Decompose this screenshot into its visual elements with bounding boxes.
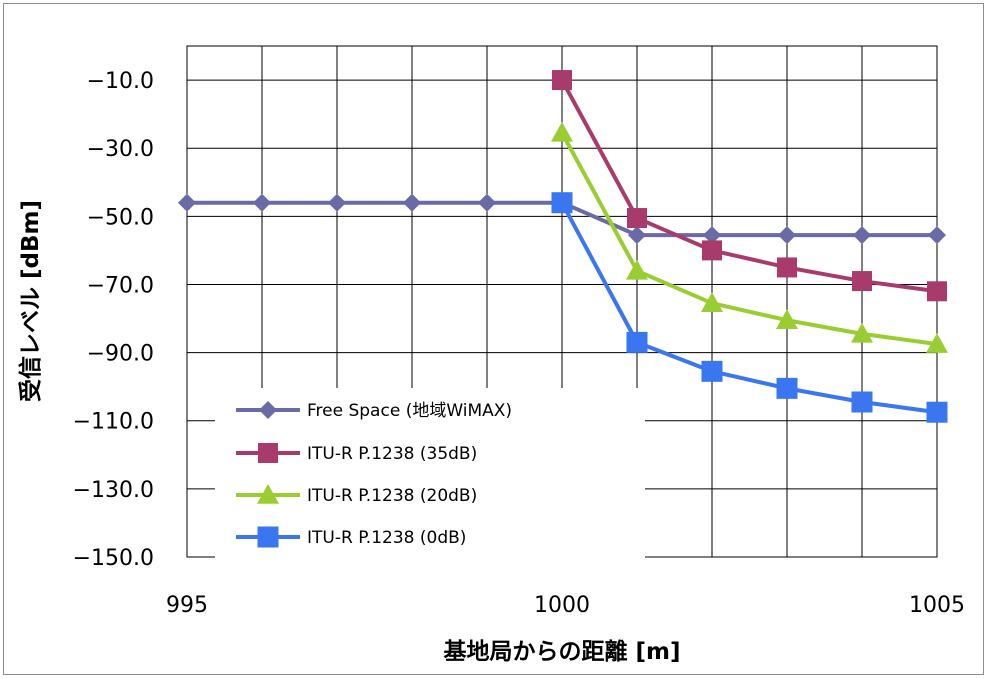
- y-tick-label: −110.0: [73, 410, 154, 435]
- data-point-square: [551, 192, 573, 214]
- data-point-diamond: [178, 193, 196, 212]
- data-point-diamond: [328, 193, 346, 212]
- legend-item: ITU-R P.1238 (20dB): [236, 484, 477, 506]
- data-point-square: [926, 401, 948, 423]
- y-tick-label: −90.0: [87, 342, 154, 367]
- data-point-triangle: [776, 309, 798, 330]
- data-point-diamond: [703, 226, 721, 245]
- legend-label: ITU-R P.1238 (35dB): [307, 444, 477, 464]
- data-point-square: [851, 391, 873, 413]
- data-point-square: [257, 526, 279, 548]
- x-tick-labels: 995 1000 1005: [166, 593, 965, 618]
- y-axis-title: 受信レベル [dBm]: [17, 200, 44, 402]
- legend-box: [215, 388, 645, 558]
- data-point-diamond: [403, 193, 421, 212]
- series: [552, 70, 947, 302]
- series-line: [560, 131, 938, 347]
- data-point-diamond: [853, 226, 871, 245]
- legend-item: ITU-R P.1238 (0dB): [236, 526, 466, 548]
- y-tick-label: −130.0: [73, 478, 154, 503]
- series: [551, 121, 948, 353]
- y-tick-labels: −10.0 −30.0 −50.0 −70.0 −90.0 −110.0 −130.0 −15…: [73, 69, 154, 571]
- x-tick-label: 1005: [909, 593, 965, 618]
- data-point-square: [258, 443, 278, 463]
- data-point-diamond: [928, 226, 946, 245]
- y-tick-label: −10.0: [87, 69, 154, 94]
- legend-label: Free Space (地域WiMAX): [307, 401, 512, 421]
- data-point-diamond: [253, 193, 271, 212]
- data-point-square: [701, 360, 723, 382]
- y-tick-label: −30.0: [87, 137, 154, 162]
- data-point-square: [627, 208, 647, 229]
- legend-label: ITU-R P.1238 (20dB): [307, 486, 477, 506]
- series-group: [178, 70, 948, 423]
- x-tick-label: 995: [166, 593, 208, 618]
- data-point-square: [852, 271, 872, 292]
- data-point-square: [927, 281, 947, 302]
- data-point-square: [626, 331, 648, 353]
- x-axis-title: 基地局からの距離 [m]: [444, 638, 681, 665]
- legend: Free Space (地域WiMAX) ITU-R P.1238 (35dB) I…: [215, 388, 645, 558]
- x-tick-label: 1000: [534, 593, 590, 618]
- data-point-triangle: [257, 484, 279, 504]
- data-point-triangle: [701, 292, 723, 313]
- legend-item: ITU-R P.1238 (35dB): [236, 443, 477, 464]
- data-point-square: [702, 240, 722, 261]
- data-point-square: [776, 377, 798, 399]
- data-point-triangle: [851, 322, 873, 343]
- data-point-triangle: [551, 121, 573, 142]
- data-point-square: [777, 257, 797, 278]
- series: [551, 192, 948, 423]
- data-point-diamond: [778, 226, 796, 245]
- series-line: [560, 79, 938, 294]
- legend-item: Free Space (地域WiMAX): [236, 401, 512, 421]
- data-point-square: [552, 70, 572, 91]
- data-point-diamond: [259, 401, 277, 419]
- series-line: [560, 201, 938, 415]
- legend-label: ITU-R P.1238 (0dB): [307, 528, 466, 548]
- y-tick-label: −50.0: [87, 205, 154, 230]
- data-point-triangle: [926, 333, 948, 353]
- data-point-triangle: [626, 259, 648, 280]
- data-point-diamond: [628, 226, 646, 245]
- y-tick-label: −70.0: [87, 273, 154, 298]
- y-tick-label: −150.0: [73, 546, 154, 571]
- data-point-diamond: [478, 193, 496, 212]
